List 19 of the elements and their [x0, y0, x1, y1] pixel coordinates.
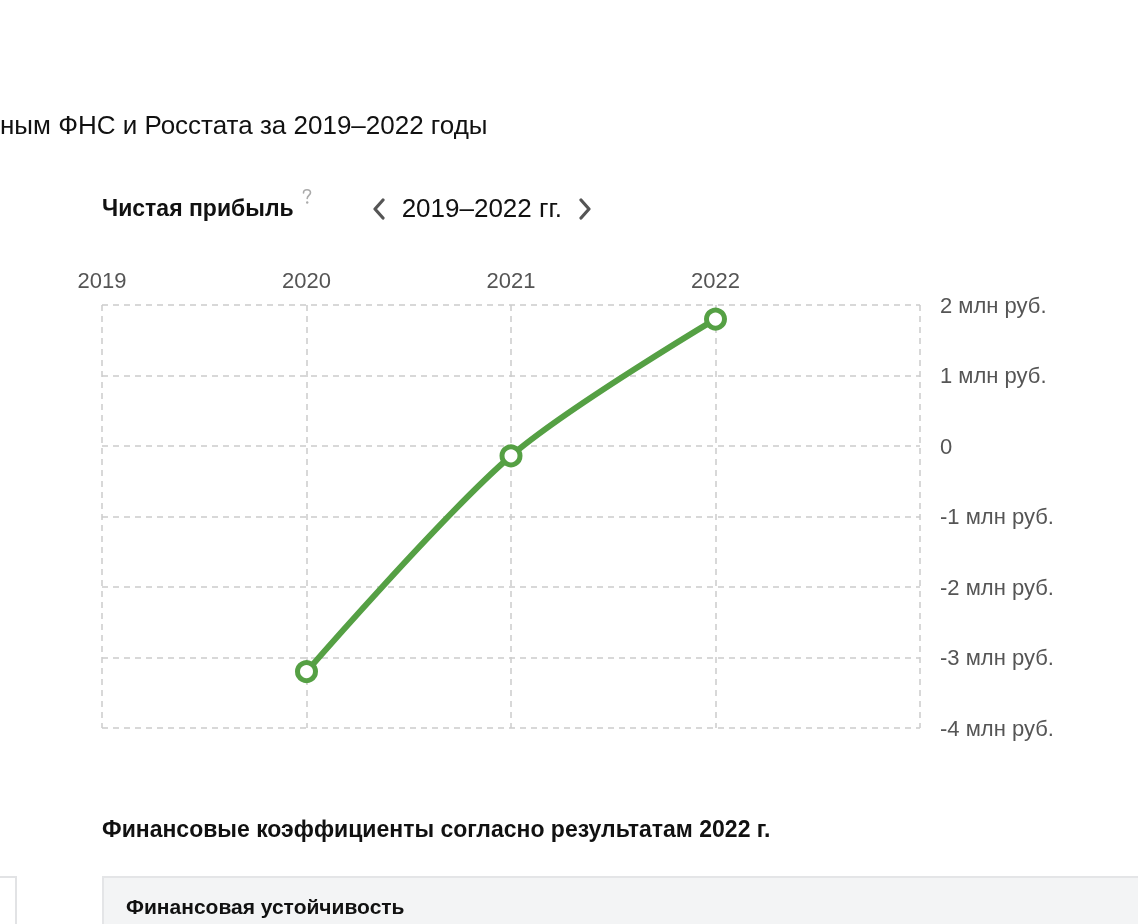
- x-tick-label: 2020: [282, 267, 331, 293]
- y-tick-label: -3 млн руб.: [940, 645, 1054, 670]
- y-tick-label: 0: [940, 433, 953, 459]
- y-tick-label: 2 млн руб.: [940, 292, 1047, 318]
- chart-title: Чистая прибыль: [102, 195, 294, 222]
- y-tick-label: -1 млн руб.: [940, 504, 1054, 529]
- y-tick-label: -2 млн руб.: [940, 574, 1054, 600]
- point: [295, 660, 318, 684]
- text: Финансовая устойчивость: [126, 895, 405, 919]
- y-tick-label: 1 млн руб.: [940, 363, 1047, 388]
- text: Финансовые коэффициенты согласно результатам 2022 г.: [102, 816, 771, 843]
- text: ным ФНС и Росстата за 2019–2022 годы: [0, 110, 488, 141]
- point: [499, 444, 523, 468]
- chart-subtitle: 2019–2022 гг.: [401, 193, 563, 224]
- x-tick-label: 2019: [77, 267, 127, 293]
- x-tick-label: 2022: [691, 267, 740, 293]
- x-tick-label: 2021: [486, 267, 536, 293]
- point: [704, 307, 727, 331]
- y-tick-label: -4 млн руб.: [940, 715, 1054, 741]
